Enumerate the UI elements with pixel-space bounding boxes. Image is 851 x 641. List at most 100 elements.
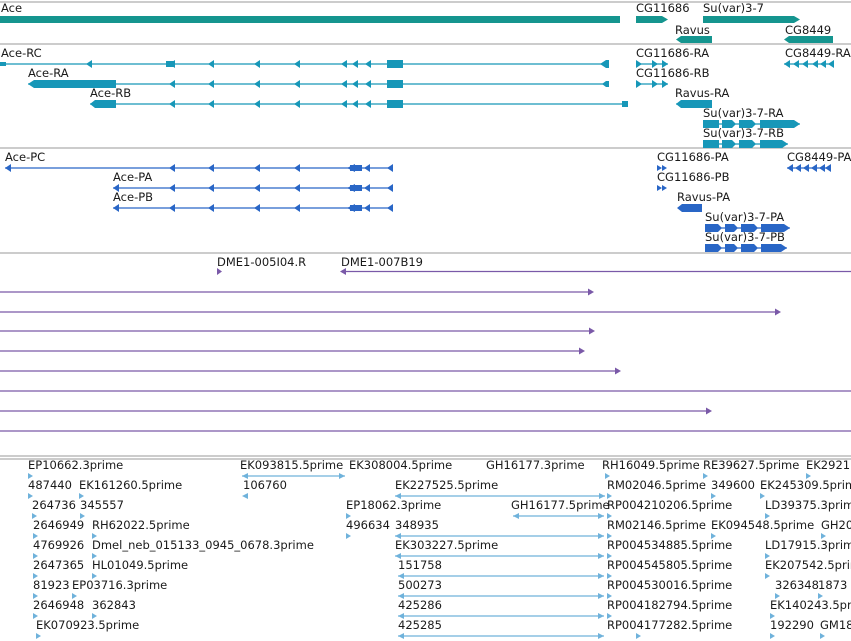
est-label[interactable]: 106760: [243, 478, 287, 492]
protein-ace-pb[interactable]: [113, 204, 393, 212]
protein-label-ace-pb[interactable]: Ace-PB: [113, 190, 153, 204]
protein-label-cg11686-pa[interactable]: CG11686-PA: [657, 150, 729, 164]
est-label[interactable]: EP10662.3prime: [28, 458, 123, 472]
est-label[interactable]: EK303227.5prime: [395, 538, 498, 552]
protein-ace-pa[interactable]: [113, 184, 393, 192]
est-label[interactable]: RP004545805.5prime: [607, 558, 732, 572]
est-feature[interactable]: [395, 493, 605, 499]
est-label[interactable]: EK227525.5prime: [395, 478, 498, 492]
est-label[interactable]: RP004534885.5prime: [607, 538, 732, 552]
est-feature[interactable]: [398, 613, 604, 619]
clone-read[interactable]: [0, 308, 781, 316]
transcript-label-cg11686-ra[interactable]: CG11686-RA: [636, 46, 709, 60]
clone-read[interactable]: [0, 327, 595, 335]
clone-read[interactable]: [0, 288, 594, 296]
est-label[interactable]: LD17915.3prime: [765, 538, 851, 552]
protein-label-ace-pc[interactable]: Ace-PC: [5, 150, 45, 164]
est-label[interactable]: HL01049.5prime: [92, 558, 188, 572]
est-label[interactable]: RP004177282.5prime: [607, 618, 732, 632]
transcript-su-var-3-7-ra[interactable]: [703, 120, 800, 128]
transcript-cg11686-rb[interactable]: [636, 80, 668, 88]
est-label[interactable]: GH16177.5prime: [511, 498, 610, 512]
est-label[interactable]: 425286: [398, 598, 442, 612]
transcript-ravus-ra[interactable]: [676, 100, 712, 108]
transcript-label-cg11686-rb[interactable]: CG11686-RB: [636, 66, 710, 80]
transcript-cg8449-ra[interactable]: [784, 60, 834, 68]
est-label[interactable]: 349600: [711, 478, 755, 492]
est-feature[interactable]: [395, 533, 604, 539]
est-label[interactable]: RH16049.5prime: [602, 458, 700, 472]
est-feature[interactable]: [33, 533, 351, 539]
est-feature[interactable]: [395, 553, 604, 559]
est-label[interactable]: EK245309.5prime: [760, 478, 851, 492]
transcript-ace-rb[interactable]: [90, 100, 628, 108]
clone-read[interactable]: [0, 347, 585, 355]
est-label[interactable]: 345557: [80, 498, 124, 512]
clone-label-dme1-005i04-r[interactable]: DME1-005I04.R: [217, 255, 306, 269]
transcript-cg11686-ra[interactable]: [636, 60, 668, 68]
est-label[interactable]: EK207542.5prime: [765, 558, 851, 572]
protein-label-ace-pa[interactable]: Ace-PA: [113, 170, 152, 184]
est-feature[interactable]: [398, 593, 604, 599]
est-feature[interactable]: [242, 473, 345, 479]
clone-read[interactable]: [0, 407, 712, 415]
gene-label-su-var-3-7[interactable]: Su(var)3-7: [703, 1, 764, 15]
est-label[interactable]: 425285: [398, 618, 442, 632]
est-label[interactable]: 348935: [395, 518, 439, 532]
est-label[interactable]: LD39375.3prime: [765, 498, 851, 512]
est-feature[interactable]: [33, 593, 77, 599]
clone-dme1-007b19[interactable]: [340, 268, 851, 275]
transcript-label-ace-rc[interactable]: Ace-RC: [1, 46, 42, 60]
est-label[interactable]: GH20: [821, 518, 851, 532]
est-label[interactable]: 1873: [818, 578, 847, 592]
protein-label-ravus-pa[interactable]: Ravus-PA: [677, 190, 730, 204]
est-label[interactable]: GH16177.3prime: [486, 458, 585, 472]
est-label[interactable]: 326348: [775, 578, 819, 592]
transcript-su-var-3-7-rb[interactable]: [703, 140, 788, 148]
transcript-label-ace-ra[interactable]: Ace-RA: [28, 66, 69, 80]
est-feature[interactable]: [398, 633, 604, 639]
est-label[interactable]: 496634: [346, 518, 390, 532]
est-label[interactable]: 487440: [28, 478, 72, 492]
protein-su-var-3-7-pa[interactable]: [705, 224, 790, 232]
est-label[interactable]: 2647365: [33, 558, 84, 572]
protein-label-su-var-3-7-pb[interactable]: Su(var)3-7-PB: [705, 230, 785, 244]
est-label[interactable]: 2646949: [33, 518, 84, 532]
gene-label-cg11686[interactable]: CG11686: [636, 1, 690, 15]
est-label[interactable]: RE39627.5prime: [703, 458, 799, 472]
transcript-label-cg8449-ra[interactable]: CG8449-RA: [785, 46, 851, 60]
est-label[interactable]: EK2921: [806, 458, 850, 472]
est-label[interactable]: 2646948: [33, 598, 84, 612]
clone-dme1-005i04-r[interactable]: [217, 268, 222, 275]
est-label[interactable]: EK140243.5prime: [770, 598, 851, 612]
est-label[interactable]: EK093815.5prime: [240, 458, 343, 472]
est-label[interactable]: RP004530016.5prime: [607, 578, 732, 592]
protein-label-cg11686-pb[interactable]: CG11686-PB: [657, 170, 730, 184]
est-feature[interactable]: [28, 473, 33, 479]
est-label[interactable]: 4769926: [33, 538, 84, 552]
transcript-ace-rc[interactable]: [0, 60, 609, 68]
est-label[interactable]: Dmel_neb_015133_0945_0678.3prime: [92, 538, 314, 552]
est-label[interactable]: RH62022.5prime: [92, 518, 190, 532]
gene-feature-su-var-3-7[interactable]: [703, 16, 800, 23]
gene-feature-cg8449[interactable]: [784, 36, 833, 43]
protein-label-su-var-3-7-pa[interactable]: Su(var)3-7-PA: [705, 210, 784, 224]
est-feature[interactable]: [242, 493, 248, 499]
transcript-label-su-var-3-7-rb[interactable]: Su(var)3-7-RB: [703, 126, 784, 140]
est-label[interactable]: EK308004.5prime: [349, 458, 452, 472]
est-label[interactable]: EP03716.3prime: [72, 578, 167, 592]
est-label[interactable]: RM02046.5prime: [607, 478, 706, 492]
gene-feature-cg11686[interactable]: [636, 16, 668, 23]
est-feature[interactable]: [36, 633, 41, 639]
transcript-label-su-var-3-7-ra[interactable]: Su(var)3-7-RA: [703, 106, 784, 120]
est-feature[interactable]: [607, 593, 823, 599]
est-label[interactable]: 151758: [398, 558, 442, 572]
transcript-ace-ra[interactable]: [28, 80, 609, 88]
clone-label-dme1-007b19[interactable]: DME1-007B19: [341, 255, 423, 269]
est-label[interactable]: EP18062.3prime: [346, 498, 441, 512]
est-feature[interactable]: [398, 573, 604, 579]
est-label[interactable]: GM18: [820, 618, 851, 632]
est-label[interactable]: EK161260.5prime: [79, 478, 182, 492]
clone-read[interactable]: [0, 367, 621, 375]
est-label[interactable]: 362843: [92, 598, 136, 612]
